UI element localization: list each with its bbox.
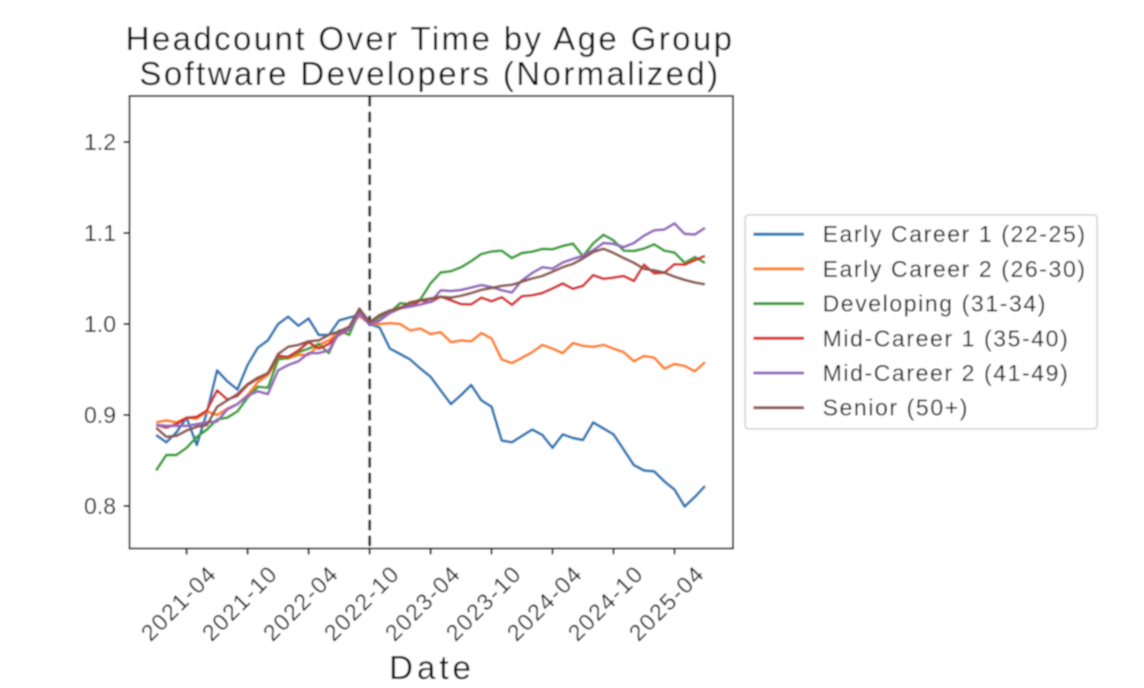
svg-text:1.0: 1.0 (84, 311, 116, 337)
svg-text:Mid-Career 1 (35-40): Mid-Career 1 (35-40) (823, 325, 1070, 351)
svg-text:Date: Date (389, 649, 475, 686)
svg-text:0.8: 0.8 (84, 493, 116, 519)
svg-text:Early Career 1 (22-25): Early Career 1 (22-25) (823, 221, 1087, 247)
svg-text:Software Developers (Normalize: Software Developers (Normalized) (139, 55, 720, 92)
svg-text:Developing (31-34): Developing (31-34) (823, 291, 1047, 317)
svg-text:1.2: 1.2 (84, 129, 116, 155)
svg-text:Mid-Career 2 (41-49): Mid-Career 2 (41-49) (823, 360, 1070, 386)
svg-text:0.9: 0.9 (84, 402, 116, 428)
svg-text:Senior (50+): Senior (50+) (823, 395, 969, 421)
svg-text:Early Career 2 (26-30): Early Career 2 (26-30) (823, 256, 1087, 282)
svg-text:Headcount Over Time by Age Gro: Headcount Over Time by Age Group (126, 20, 735, 57)
svg-text:1.1: 1.1 (84, 220, 116, 246)
